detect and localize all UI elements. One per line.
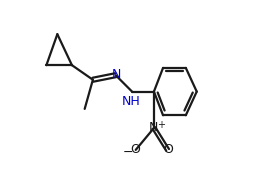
Text: O: O — [162, 143, 172, 156]
Text: O: O — [130, 143, 140, 156]
Text: +: + — [156, 120, 164, 130]
Text: −: − — [122, 146, 133, 159]
Text: N: N — [149, 121, 158, 134]
Text: NH: NH — [121, 95, 140, 108]
Text: N: N — [112, 68, 121, 81]
